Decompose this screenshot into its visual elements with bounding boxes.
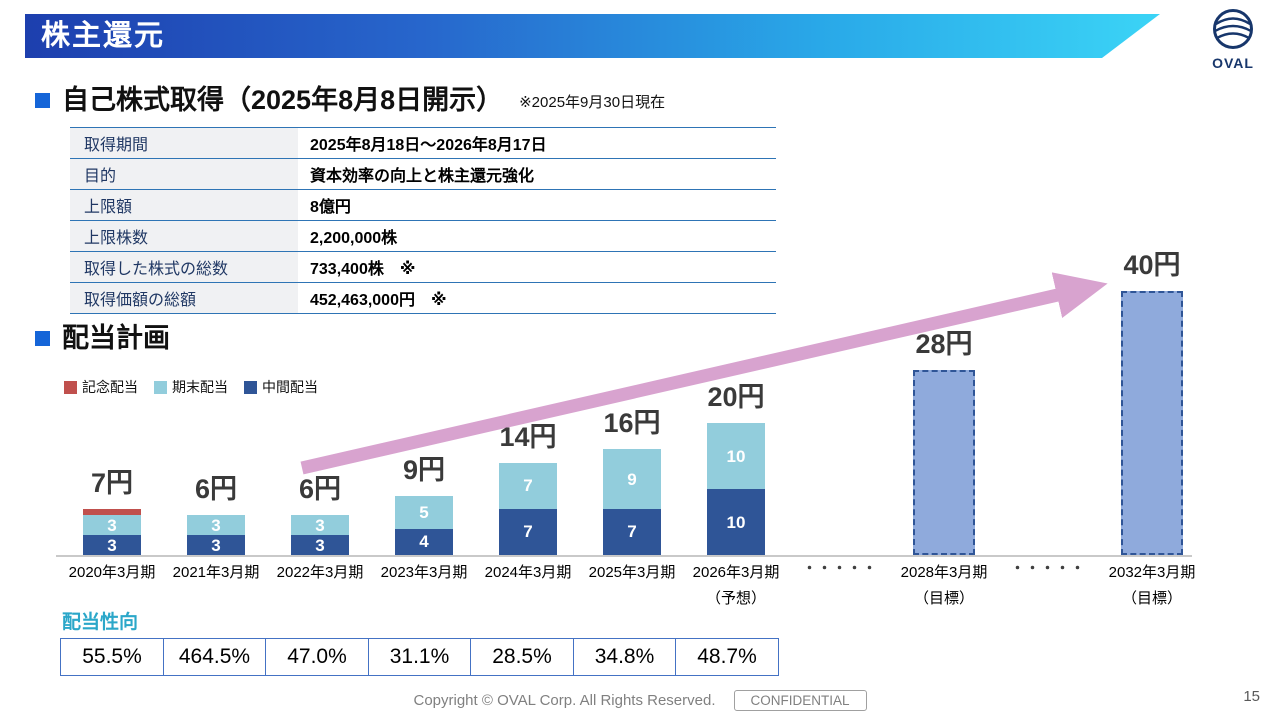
bar-segment: 3: [83, 515, 141, 536]
payout-ratio-cell: 34.8%: [572, 638, 677, 676]
chart-category-label: 2025年3月期: [588, 564, 676, 581]
buyback-row-value: 2025年8月18日～2026年8月17日: [310, 137, 547, 154]
bar-total-label: 6円: [194, 474, 238, 505]
chart-category-sublabel: （目標）: [1121, 590, 1182, 607]
chart-category-label: 2020年3月期: [68, 564, 156, 581]
bar-segment: [83, 508, 141, 516]
buyback-row-label: 上限株数: [70, 221, 298, 251]
bar-segment: 5: [395, 495, 453, 529]
square-bullet-icon: [35, 331, 50, 347]
logo-text: OVAL: [1212, 55, 1254, 71]
buyback-row-label: 上限額: [70, 190, 298, 220]
chart-category-sublabel: （予想）: [705, 590, 766, 607]
bar-segment: 4: [395, 528, 453, 555]
chart-baseline: [56, 555, 1192, 557]
bar-segment: 3: [187, 535, 245, 555]
bar-total-label: 20円: [707, 382, 765, 412]
chart-category-label: 2022年3月期: [276, 564, 364, 581]
target-bar: [1121, 291, 1183, 555]
bar-segment: 7: [499, 462, 557, 509]
buyback-title: 自己株式取得（2025年8月8日開示）: [62, 85, 504, 115]
legend-swatch-icon: [244, 380, 257, 394]
legend-swatch-icon: [64, 380, 77, 394]
chart-category-label: 2021年3月期: [172, 564, 260, 581]
bar-total-label: 9円: [402, 454, 446, 485]
buyback-note: ※2025年9月30日現在: [519, 94, 666, 112]
payout-ratio-label: 配当性向: [62, 612, 139, 633]
legend-swatch-icon: [154, 380, 167, 394]
payout-ratio-cell: 31.1%: [367, 638, 472, 676]
target-bar: [913, 370, 975, 555]
bar-segment: 7: [499, 508, 557, 555]
chart-gap-dots: ・・・・・: [802, 560, 878, 576]
buyback-row-value: 資本効率の向上と株主還元強化: [310, 168, 535, 185]
page-title: 株主還元: [41, 20, 166, 52]
buyback-row: 取得した株式の総数 733,400株 ※: [70, 252, 776, 283]
bar-total-label: 28円: [915, 329, 973, 360]
buyback-row: 上限株数 2,200,000株: [70, 221, 776, 252]
chart-gap-dots: ・・・・・: [1010, 560, 1086, 576]
bar-segment: 9: [603, 449, 661, 509]
chart-category-label: 2024年3月期: [484, 564, 572, 581]
chart-category-label: 2023年3月期: [380, 564, 468, 581]
legend-label: 期末配当: [172, 379, 228, 395]
chart-category-sublabel: （目標）: [913, 590, 974, 607]
buyback-row-label: 取得価額の総額: [70, 283, 298, 313]
chart-category-label: 2028年3月期: [900, 564, 988, 581]
page-number: 15: [1243, 688, 1260, 705]
bar-segment: 3: [187, 515, 245, 536]
bar-segment: 3: [291, 515, 349, 536]
company-logo: OVAL: [1202, 8, 1264, 71]
chart-category-label: 2032年3月期: [1108, 564, 1196, 581]
dividend-section-heading: 配当計画: [35, 322, 170, 354]
buyback-row-label: 目的: [70, 159, 298, 189]
bar-total-label: 40円: [1123, 250, 1181, 280]
square-bullet-icon: [35, 93, 50, 109]
title-banner: 株主還元: [25, 14, 1160, 58]
buyback-row: 上限額 8億円: [70, 190, 776, 221]
bar-total-label: 6円: [298, 474, 342, 505]
globe-logo-icon: [1213, 9, 1253, 49]
payout-ratio-cell: 47.0%: [265, 638, 369, 676]
buyback-row-label: 取得期間: [70, 128, 298, 158]
copyright-text: Copyright © OVAL Corp. All Rights Reserv…: [413, 692, 716, 709]
legend-item: 記念配当: [64, 377, 138, 397]
dividend-title: 配当計画: [62, 323, 170, 353]
bar-segment: 7: [603, 508, 661, 555]
bar-segment: 10: [707, 423, 765, 489]
payout-ratio-cell: 55.5%: [60, 638, 164, 676]
buyback-row-value: 2,200,000株: [310, 230, 398, 247]
buyback-row: 取得期間 2025年8月18日～2026年8月17日: [70, 128, 776, 159]
buyback-row-value: 733,400株 ※: [310, 261, 416, 278]
payout-ratio-cell: 48.7%: [675, 638, 779, 676]
legend-label: 記念配当: [82, 379, 138, 395]
buyback-row-value: 8億円: [310, 199, 351, 216]
buyback-row-label: 取得した株式の総数: [70, 252, 298, 282]
bar-segment: 3: [83, 535, 141, 555]
buyback-row: 目的 資本効率の向上と株主還元強化: [70, 159, 776, 190]
payout-ratio-table: 55.5% 464.5% 47.0% 31.1% 28.5% 34.8% 48.7%: [60, 638, 779, 676]
bar-segment: 3: [291, 535, 349, 555]
payout-ratio-cell: 28.5%: [470, 638, 574, 676]
bar-total-label: 7円: [90, 467, 134, 498]
legend-item: 期末配当: [154, 377, 228, 397]
buyback-section-heading: 自己株式取得（2025年8月8日開示） ※2025年9月30日現在: [35, 84, 665, 116]
confidential-badge: CONFIDENTIAL: [733, 690, 867, 711]
footer: Copyright © OVAL Corp. All Rights Reserv…: [0, 690, 1280, 711]
bar-segment: 10: [707, 489, 765, 555]
chart-category-label: 2026年3月期: [692, 564, 780, 581]
